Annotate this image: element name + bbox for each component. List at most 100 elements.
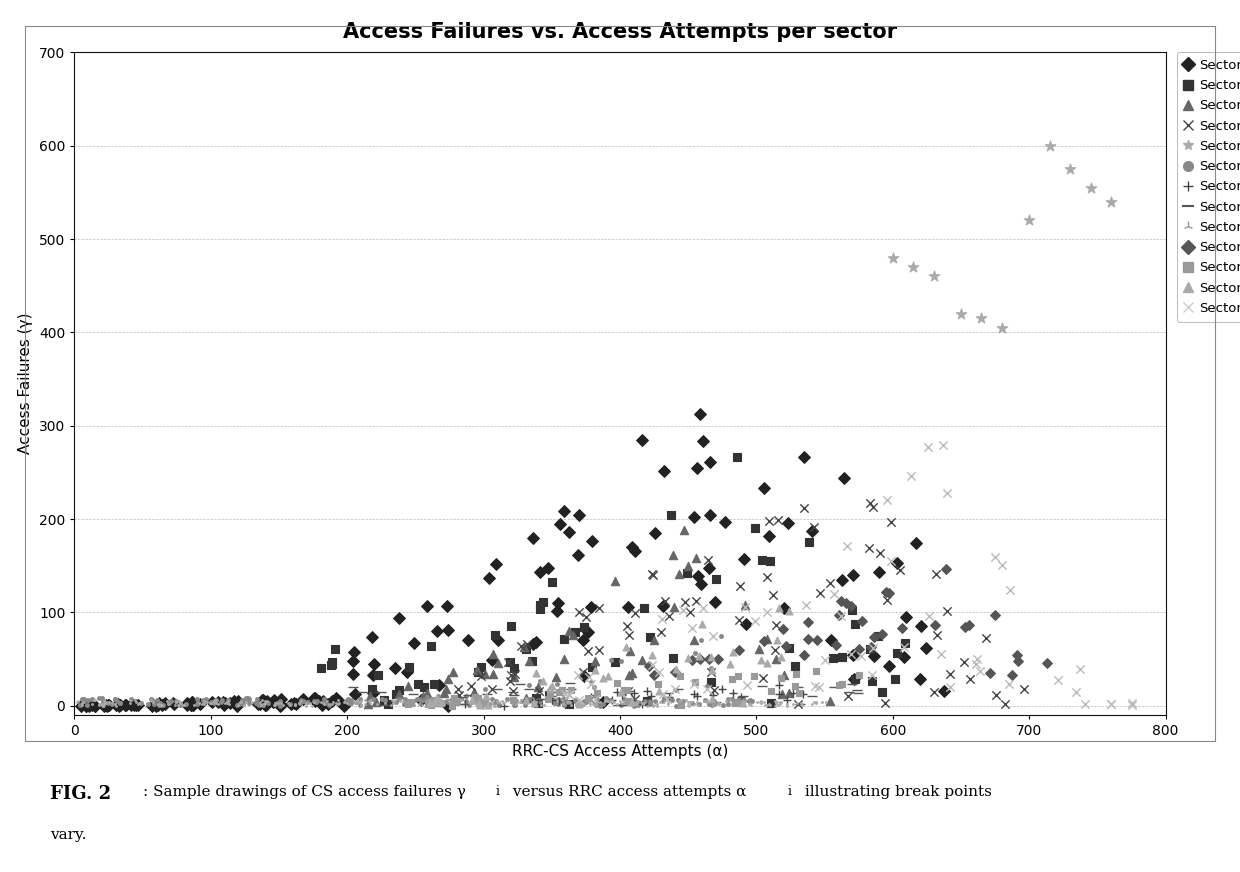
Sector1 [573,633,593,647]
Sector9 [330,697,350,711]
Sector6 [635,694,655,708]
Sector6 [166,694,186,708]
Sector3 [619,668,639,682]
Sector8 [802,689,822,703]
Sector6 [713,698,733,712]
Sector1 [164,697,184,711]
Sector9 [786,696,806,710]
Sector1 [311,698,331,712]
Sector6 [150,697,170,711]
Sector3 [554,651,574,665]
Sector6 [291,693,311,707]
Sector6 [402,694,422,708]
Sector9 [219,697,239,711]
Sector2 [542,576,562,589]
Sector9 [579,694,599,708]
Sector2 [862,674,882,688]
Sector6 [187,692,207,706]
Sector6 [439,695,459,709]
Sector9 [265,698,285,712]
Sector1 [897,610,916,623]
Sector9 [257,694,277,708]
Sector6 [666,683,686,697]
Sector4 [986,688,1006,702]
Sector6 [93,694,113,708]
Sector9 [804,695,823,709]
Sector3 [553,692,573,706]
Sector6 [546,696,565,710]
Sector7 [472,698,492,712]
Sector4 [651,625,671,639]
Sector9 [255,694,275,708]
Sector7 [624,685,644,699]
Sector13 [1122,698,1142,712]
Sector13 [652,612,672,626]
Sector9 [418,694,438,708]
Sector1 [346,687,366,701]
Sector11 [503,692,523,706]
Sector6 [512,694,532,708]
Text: FIG. 2: FIG. 2 [50,785,110,803]
Sector6 [697,678,717,692]
Sector1 [191,697,211,711]
Sector2 [861,642,880,656]
Sector6 [593,697,613,711]
Sector9 [502,696,522,710]
Sector6 [293,693,312,707]
Sector4 [644,568,663,582]
Sector1 [110,698,130,712]
Sector6 [196,692,216,706]
Sector4 [758,569,777,583]
Sector13 [931,647,951,661]
Sector13 [919,610,939,623]
Sector12 [766,633,786,647]
Sector13 [650,665,670,679]
Sector4 [577,610,596,623]
Text: vary.: vary. [50,828,86,842]
Sector2 [408,677,428,691]
Sector1 [281,697,301,711]
Sector8 [707,695,727,709]
Sector6 [662,692,682,706]
Sector9 [750,695,770,709]
Sector1 [523,637,543,651]
Sector6 [211,695,231,709]
Sector6 [722,692,742,706]
Sector1 [489,632,508,646]
Sector9 [360,693,379,707]
Sector3 [505,670,525,684]
Sector9 [272,696,291,710]
Sector2 [702,675,722,689]
Sector9 [99,695,119,709]
Sector9 [557,696,577,710]
Sector9 [188,697,208,711]
Sector6 [554,698,574,712]
Sector2 [554,632,574,646]
Sector6 [547,678,567,691]
Sector1 [404,636,424,650]
Sector1 [343,654,363,668]
Sector6 [456,693,476,707]
Sector1 [526,635,546,649]
Sector6 [459,698,479,712]
Sector9 [201,696,221,710]
Sector3 [585,654,605,668]
Sector6 [389,692,409,706]
Sector11 [618,683,637,697]
Sector9 [326,696,346,710]
Sector9 [754,695,774,709]
Sector9 [722,698,742,712]
Sector9 [553,697,573,711]
Sector11 [728,669,748,683]
Sector9 [463,697,482,711]
Sector6 [624,698,644,712]
Sector9 [445,695,465,709]
Sector10 [925,618,945,632]
Sector6 [418,690,438,704]
Sector6 [314,691,334,705]
Sector6 [625,692,645,706]
Sector8 [372,685,392,698]
Sector6 [407,691,427,705]
Sector6 [108,694,128,708]
Sector2 [661,508,681,522]
